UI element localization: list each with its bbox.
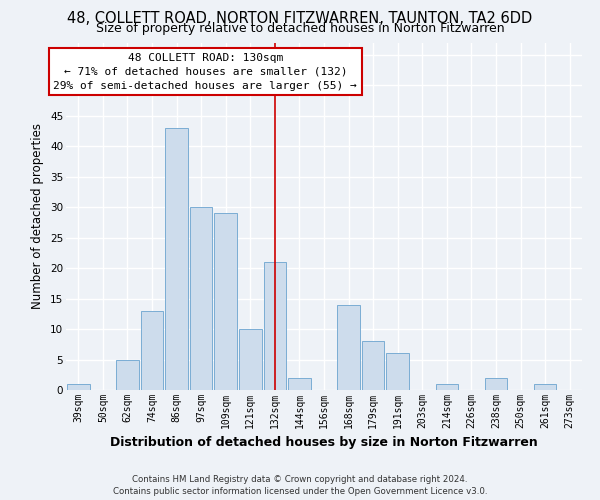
Bar [67,384,89,390]
X-axis label: Distribution of detached houses by size in Norton Fitzwarren: Distribution of detached houses by size … [110,436,538,450]
Bar [190,207,212,390]
Bar [140,310,163,390]
Bar [214,213,237,390]
Text: Contains HM Land Registry data © Crown copyright and database right 2024.
Contai: Contains HM Land Registry data © Crown c… [113,474,487,496]
Bar [239,329,262,390]
Bar [165,128,188,390]
Bar [263,262,286,390]
Text: 48 COLLETT ROAD: 130sqm
← 71% of detached houses are smaller (132)
29% of semi-d: 48 COLLETT ROAD: 130sqm ← 71% of detache… [53,53,357,91]
Bar [362,341,385,390]
Bar [485,378,508,390]
Bar [288,378,311,390]
Bar [386,354,409,390]
Y-axis label: Number of detached properties: Number of detached properties [31,123,44,309]
Bar [337,304,360,390]
Bar [116,360,139,390]
Text: Size of property relative to detached houses in Norton Fitzwarren: Size of property relative to detached ho… [95,22,505,35]
Text: 48, COLLETT ROAD, NORTON FITZWARREN, TAUNTON, TA2 6DD: 48, COLLETT ROAD, NORTON FITZWARREN, TAU… [67,11,533,26]
Bar [534,384,556,390]
Bar [436,384,458,390]
